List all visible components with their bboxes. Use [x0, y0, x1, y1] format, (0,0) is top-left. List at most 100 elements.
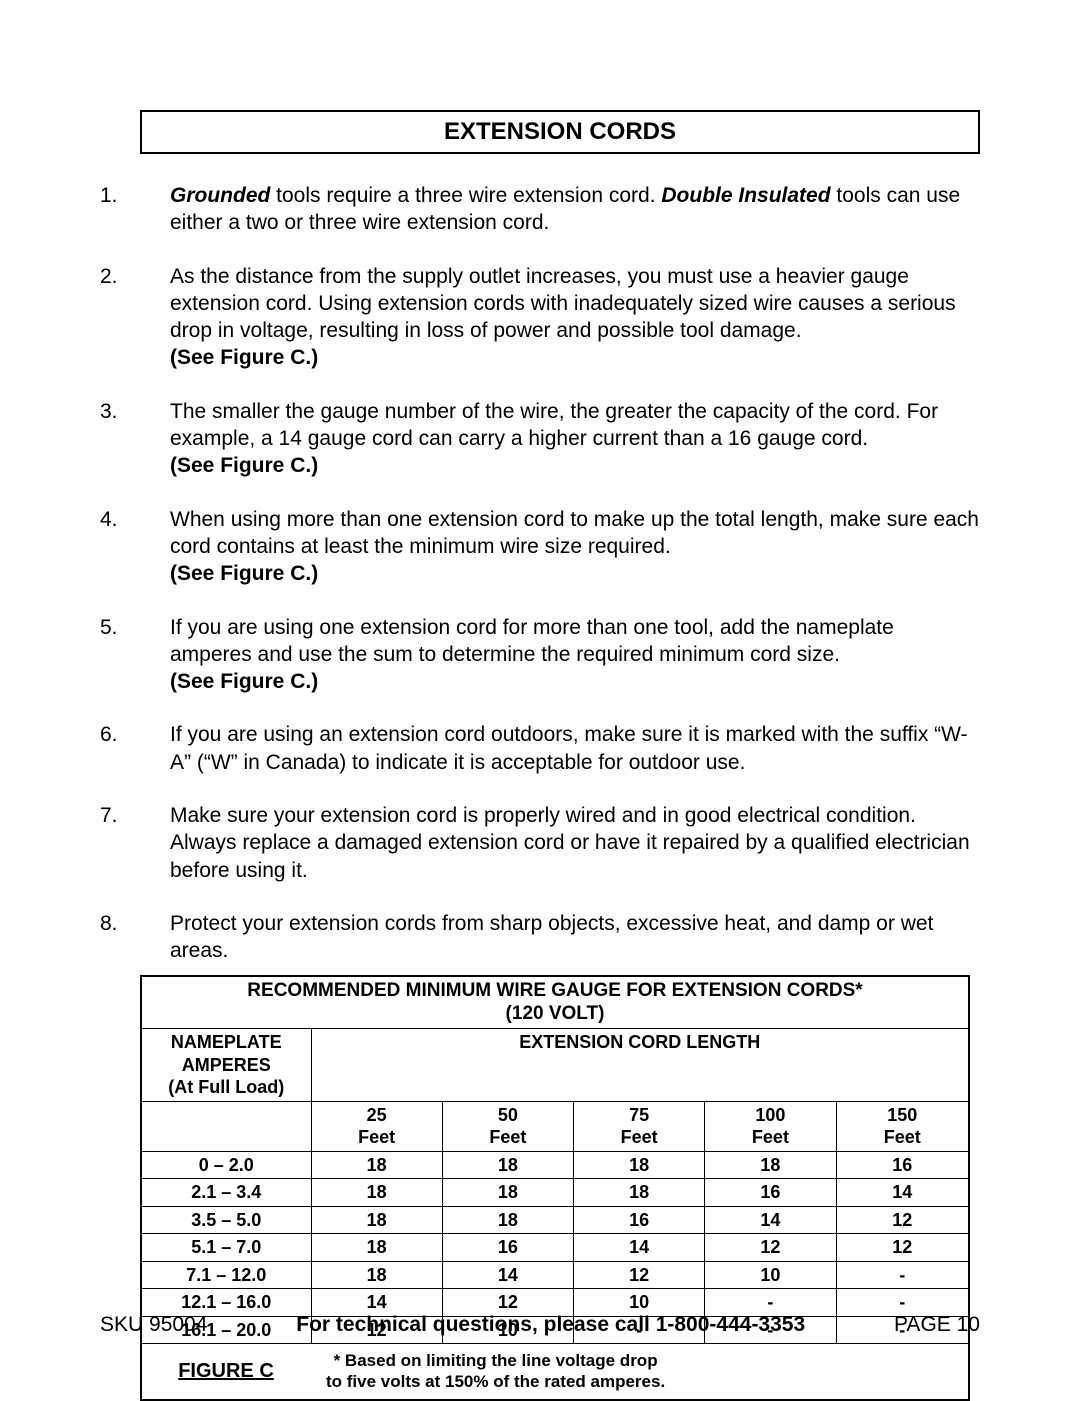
cell: 14: [836, 1179, 969, 1207]
col-75ft: 75Feet: [574, 1101, 705, 1151]
item-body: As the distance from the supply outlet i…: [170, 263, 980, 372]
cell: 18: [311, 1206, 442, 1234]
cell: -: [705, 1289, 836, 1317]
cell: 12: [705, 1234, 836, 1262]
cell: -: [836, 1261, 969, 1289]
section-title: EXTENSION CORDS: [140, 110, 980, 154]
col-50ft: 50Feet: [442, 1101, 573, 1151]
col-100ft: 100Feet: [705, 1101, 836, 1151]
table-row: 0 – 2.0 18 18 18 18 16: [141, 1151, 969, 1179]
emph-double-insulated: Double Insulated: [661, 184, 830, 207]
item-number: 5.: [100, 614, 170, 696]
cell: 16: [574, 1206, 705, 1234]
table-row: 12.1 – 16.0 14 12 10 - -: [141, 1289, 969, 1317]
unit: Feet: [884, 1127, 921, 1147]
item-number: 7.: [100, 802, 170, 884]
table-row: 2.1 – 3.4 18 18 18 16 14: [141, 1179, 969, 1207]
amp-range: 0 – 2.0: [141, 1151, 311, 1179]
text: tools require a three wire extension cor…: [270, 184, 661, 207]
unit: Feet: [358, 1127, 395, 1147]
text: AMPERES: [182, 1055, 271, 1075]
val: 75: [629, 1105, 649, 1125]
item-number: 2.: [100, 263, 170, 372]
cell: 14: [574, 1234, 705, 1262]
cell: 10: [574, 1289, 705, 1317]
item-body: When using more than one extension cord …: [170, 506, 980, 588]
cell: 12: [442, 1289, 573, 1317]
cell: 10: [705, 1261, 836, 1289]
cell: -: [836, 1289, 969, 1317]
figure-label: FIGURE C: [146, 1359, 306, 1384]
item-number: 6.: [100, 721, 170, 776]
val: 150: [887, 1105, 917, 1125]
cell: 14: [705, 1206, 836, 1234]
col-150ft: 150Feet: [836, 1101, 969, 1151]
page-footer: SKU 95004 For technical questions, pleas…: [100, 1313, 980, 1337]
table-row: 7.1 – 12.0 18 14 12 10 -: [141, 1261, 969, 1289]
empty-cell: [141, 1101, 311, 1151]
cell: 18: [311, 1234, 442, 1262]
cell: 18: [574, 1179, 705, 1207]
cell: 18: [442, 1179, 573, 1207]
text: When using more than one extension cord …: [170, 508, 979, 558]
amp-range: 2.1 – 3.4: [141, 1179, 311, 1207]
sku-label: SKU 95004: [100, 1313, 207, 1337]
cell: 16: [705, 1179, 836, 1207]
unit: Feet: [489, 1127, 526, 1147]
text: The smaller the gauge number of the wire…: [170, 400, 938, 450]
table-row: 5.1 – 7.0 18 16 14 12 12: [141, 1234, 969, 1262]
see-figure-ref: (See Figure C.): [170, 454, 318, 477]
cell: 12: [574, 1261, 705, 1289]
table-title: RECOMMENDED MINIMUM WIRE GAUGE FOR EXTEN…: [141, 976, 969, 1029]
item-body: Make sure your extension cord is properl…: [170, 802, 980, 884]
tech-support-line: For technical questions, please call 1-8…: [296, 1313, 805, 1337]
cell: 18: [311, 1179, 442, 1207]
list-item-4: 4. When using more than one extension co…: [100, 506, 980, 588]
item-number: 1.: [100, 182, 170, 237]
item-body: If you are using one extension cord for …: [170, 614, 980, 696]
cell: 12: [836, 1206, 969, 1234]
cell: 16: [442, 1234, 573, 1262]
title-line1: RECOMMENDED MINIMUM WIRE GAUGE FOR EXTEN…: [247, 980, 862, 1001]
item-body: Grounded tools require a three wire exte…: [170, 182, 980, 237]
see-figure-ref: (See Figure C.): [170, 562, 318, 585]
col-25ft: 25Feet: [311, 1101, 442, 1151]
manual-page: EXTENSION CORDS 1. Grounded tools requir…: [0, 0, 1080, 1397]
list-item-8: 8. Protect your extension cords from sha…: [100, 910, 980, 965]
list-item-2: 2. As the distance from the supply outle…: [100, 263, 980, 372]
list-item-6: 6. If you are using an extension cord ou…: [100, 721, 980, 776]
text: As the distance from the supply outlet i…: [170, 265, 956, 343]
title-line2: (120 VOLT): [506, 1003, 605, 1024]
list-item-3: 3. The smaller the gauge number of the w…: [100, 398, 980, 480]
amp-range: 5.1 – 7.0: [141, 1234, 311, 1262]
length-header: EXTENSION CORD LENGTH: [311, 1029, 969, 1102]
page-number: PAGE 10: [894, 1313, 980, 1337]
footnote: * Based on limiting the line voltage dro…: [326, 1350, 665, 1393]
list-item-1: 1. Grounded tools require a three wire e…: [100, 182, 980, 237]
unit: Feet: [621, 1127, 658, 1147]
text: (At Full Load): [168, 1077, 284, 1097]
cell: 16: [836, 1151, 969, 1179]
emph-grounded: Grounded: [170, 184, 270, 207]
cell: 18: [442, 1151, 573, 1179]
list-item-7: 7. Make sure your extension cord is prop…: [100, 802, 980, 884]
cell: 18: [311, 1261, 442, 1289]
see-figure-ref: (See Figure C.): [170, 670, 318, 693]
list-item-5: 5. If you are using one extension cord f…: [100, 614, 980, 696]
item-body: The smaller the gauge number of the wire…: [170, 398, 980, 480]
amp-range: 3.5 – 5.0: [141, 1206, 311, 1234]
text: * Based on limiting the line voltage dro…: [334, 1351, 658, 1370]
cell: 14: [311, 1289, 442, 1317]
unit: Feet: [752, 1127, 789, 1147]
item-number: 8.: [100, 910, 170, 965]
item-body: If you are using an extension cord outdo…: [170, 721, 980, 776]
item-number: 3.: [100, 398, 170, 480]
cell: 12: [836, 1234, 969, 1262]
val: 50: [498, 1105, 518, 1125]
cell: 18: [442, 1206, 573, 1234]
cell: 18: [574, 1151, 705, 1179]
amperes-header: NAMEPLATE AMPERES (At Full Load): [141, 1029, 311, 1102]
text: If you are using one extension cord for …: [170, 616, 894, 666]
cell: 18: [705, 1151, 836, 1179]
amp-range: 12.1 – 16.0: [141, 1289, 311, 1317]
